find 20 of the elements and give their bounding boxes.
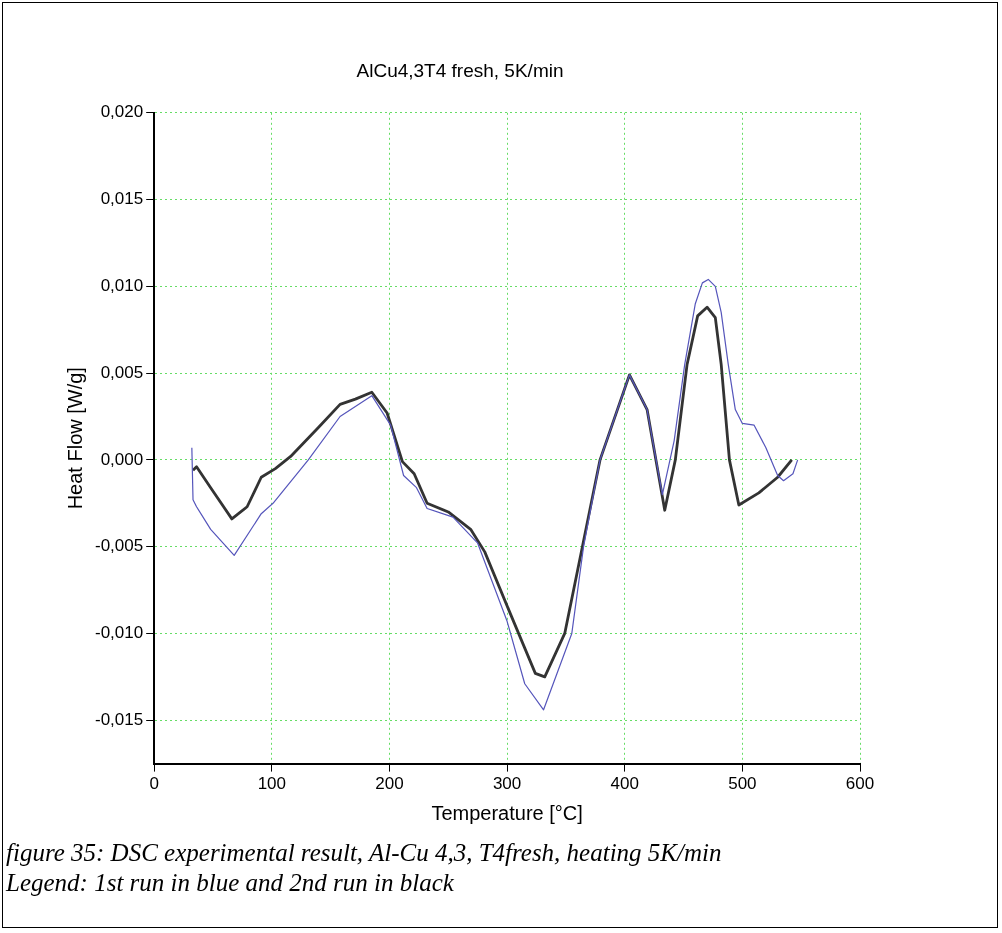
x-tick-label: 300 — [492, 774, 522, 794]
y-axis-title: Heat Flow [W/g] — [63, 367, 86, 510]
text: Legend: 1st run in blue and 2nd run in black — [6, 868, 455, 898]
y-tick-label: 0,000 — [100, 449, 144, 469]
x-tick-label: 600 — [845, 774, 875, 794]
y-tick-label: 0,015 — [100, 189, 144, 209]
caption: figure 35: DSC experimental result, Al-Cu 4,3, T4fresh, heating 5K/min — [6, 838, 722, 868]
y-tick-label: -0,015 — [95, 709, 144, 729]
y-tick-label: 0,005 — [100, 362, 144, 382]
x-tick-label: 0 — [149, 774, 159, 794]
x-axis-title: Temperature [°C] — [431, 801, 583, 824]
y-tick-label: 0,020 — [100, 102, 144, 122]
y-tick-label: 0,010 — [100, 276, 144, 296]
x-tick-label: 500 — [728, 774, 757, 794]
y-tick-label: -0,005 — [95, 536, 144, 556]
x-tick-label: 100 — [257, 774, 287, 794]
y-tick-label: -0,010 — [95, 623, 144, 643]
chart-title: AlCu4,3T4 fresh, 5K/min — [356, 59, 564, 81]
x-tick-label: 200 — [375, 774, 404, 794]
x-tick-label: 400 — [610, 774, 639, 794]
